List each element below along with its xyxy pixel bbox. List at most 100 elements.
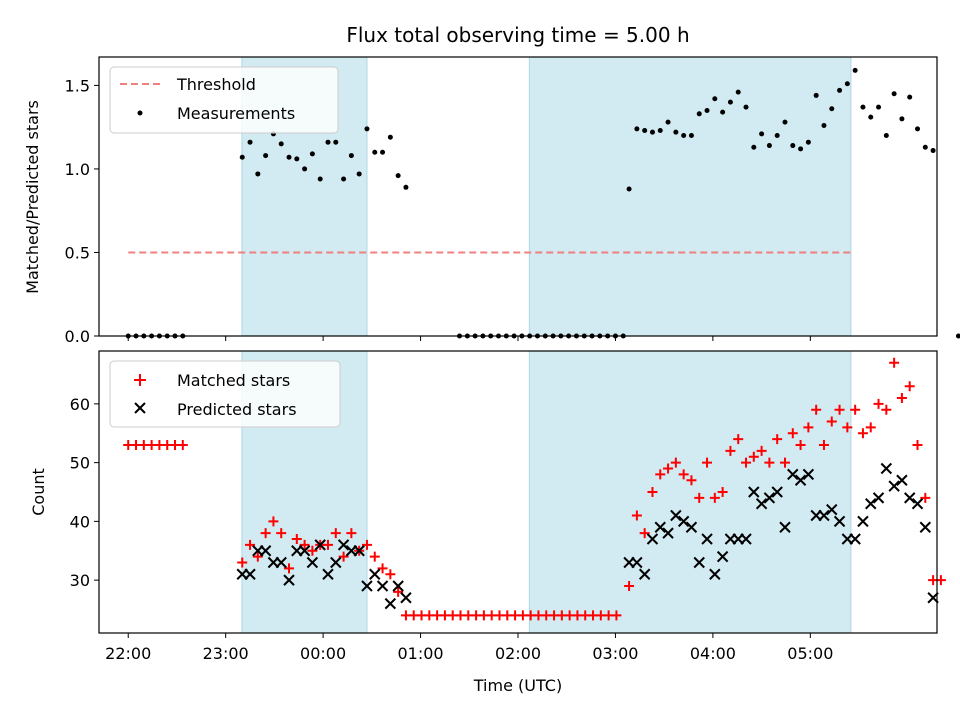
measurement-point — [681, 133, 687, 139]
measurement-point — [798, 146, 804, 152]
predicted-star-marker — [693, 556, 705, 569]
matched-star-marker — [655, 469, 666, 480]
measurement-point — [766, 143, 772, 149]
predicted-star-marker — [896, 474, 908, 486]
predicted-star-marker — [662, 527, 674, 539]
measurement-point — [302, 166, 308, 172]
measurement-point — [837, 87, 843, 93]
matched-star-marker — [772, 434, 783, 445]
matched-star-marker — [733, 434, 744, 445]
predicted-star-marker — [330, 556, 342, 569]
ratio-panel: 0.0 0.5 1.0 1.5 Flux total observing time =… — [23, 23, 960, 346]
matched-star-marker — [826, 416, 837, 427]
predicted-star-marker — [888, 480, 900, 492]
matched-star-marker — [787, 428, 798, 439]
predicted-star-marker — [400, 592, 412, 604]
matched-star-marker — [912, 440, 923, 450]
y-tick-label: 50 — [70, 454, 90, 473]
measurement-point — [805, 139, 811, 145]
matched-star-marker — [393, 586, 404, 597]
matched-star-marker — [741, 457, 752, 468]
matched-star-marker — [764, 457, 775, 468]
measurement-point — [712, 96, 718, 102]
predicted-star-marker — [631, 556, 643, 569]
matched-star-marker — [865, 422, 876, 433]
matched-star-marker — [834, 404, 845, 415]
observing-interval-band — [528, 56, 852, 337]
measurement-point — [813, 92, 819, 98]
measurement-point — [278, 141, 284, 147]
predicted-star-marker — [361, 580, 373, 592]
predicted-star-marker — [337, 539, 350, 551]
matched-star-marker — [779, 457, 790, 468]
matched-star-marker — [889, 357, 900, 368]
predicted-star-marker — [763, 492, 776, 504]
matched-star-marker — [881, 404, 892, 415]
predicted-star-marker — [259, 545, 272, 557]
matched-star-marker — [284, 563, 295, 574]
matched-star-marker — [920, 492, 931, 503]
matched-star-marker — [795, 440, 806, 450]
matched-star-marker — [385, 569, 396, 580]
measurement-point — [696, 111, 702, 117]
measurement-point — [642, 128, 648, 134]
measurement-point — [634, 126, 640, 132]
matched-star-marker — [624, 581, 635, 591]
matched-star-marker — [322, 539, 333, 550]
measurement-point — [704, 107, 710, 113]
measurement-point — [657, 128, 663, 134]
count-panel: 30 40 50 60 22:00 23:00 00:00 01:00 02:00 03:00 0… — [29, 350, 946, 695]
matched-star-marker — [299, 539, 310, 550]
ratio-legend: Threshold Measurements — [109, 66, 339, 134]
predicted-star-marker — [353, 545, 365, 557]
predicted-star-marker — [322, 568, 334, 580]
predicted-star-marker — [794, 474, 807, 486]
y-tick-label: 60 — [70, 395, 90, 414]
matched-star-marker — [245, 539, 256, 550]
predicted-star-marker — [779, 521, 791, 533]
measurement-point — [372, 149, 378, 155]
measurement-point — [356, 171, 362, 177]
measurement-point — [899, 116, 905, 122]
count-y-axis-label: Count — [29, 468, 48, 516]
predicted-star-marker — [275, 556, 287, 569]
measurement-point — [348, 153, 354, 159]
measurement-point — [868, 114, 874, 120]
matched-star-marker — [260, 528, 271, 539]
measurement-point — [294, 156, 300, 162]
matched-star-marker — [361, 539, 372, 550]
measurement-point — [720, 109, 726, 115]
predicted-star-marker — [740, 533, 752, 545]
measurement-point — [922, 144, 928, 150]
predicted-star-marker — [384, 597, 397, 610]
y-tick-label: 1.0 — [65, 160, 90, 179]
predicted-star-marker — [670, 509, 682, 522]
x-tick-label: 22:00 — [105, 644, 151, 663]
measurement-point — [891, 91, 897, 97]
measurement-point — [790, 143, 796, 149]
predicted-star-marker — [872, 492, 885, 504]
matched-star-marker — [330, 528, 341, 539]
matched-star-marker — [369, 551, 380, 562]
predicted-star-marker — [849, 533, 861, 545]
legend-measurements-label: Measurements — [177, 104, 295, 123]
matched-star-marker — [276, 528, 287, 539]
measurement-point — [364, 126, 370, 132]
measurement-point — [727, 99, 733, 105]
measurement-point — [955, 333, 960, 339]
matched-star-marker — [842, 422, 853, 433]
predicted-star-marker — [880, 462, 893, 475]
measurements-legend-swatch — [137, 110, 143, 116]
measurement-point — [907, 94, 913, 100]
predicted-star-marker — [919, 521, 932, 533]
measurement-point — [403, 184, 409, 190]
measurement-point — [743, 104, 749, 110]
matched-star-marker — [252, 551, 263, 562]
measurement-point — [688, 133, 694, 139]
predicted-star-marker — [392, 580, 404, 592]
measurement-point — [844, 81, 850, 87]
matched-star-marker — [678, 469, 689, 480]
measurement-point — [829, 106, 835, 112]
matched-star-marker — [756, 445, 767, 456]
